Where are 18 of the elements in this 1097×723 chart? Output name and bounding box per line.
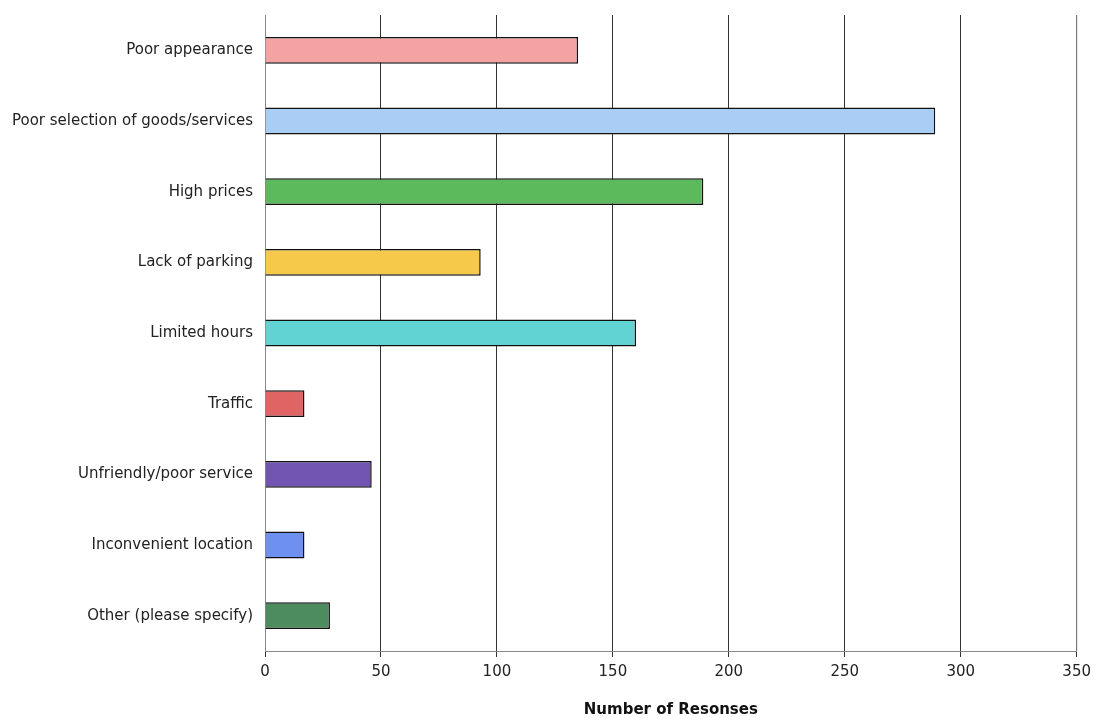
x-tick-label: 50 [371,661,391,680]
y-tick-label: Lack of parking [137,252,254,271]
x-tick-label: 250 [830,661,860,680]
x-tick-label: 100 [482,661,512,680]
y-tick-label: Poor selection of goods/services [11,110,254,129]
y-tick-label: Traffic [206,393,254,412]
x-tick-label: 0 [260,661,270,680]
y-tick-label: Other (please specify) [87,605,254,624]
y-tick-label: Poor appearance [126,40,254,59]
x-tick-label: 150 [598,661,628,680]
x-axis-title: Number of Resonses [583,699,758,718]
x-tick-label: 200 [714,661,744,680]
x-tick-label: 350 [1062,661,1092,680]
y-tick-label: Limited hours [150,322,254,341]
y-tick-label: High prices [168,181,254,200]
y-tick-label: Inconvenient location [91,534,254,553]
y-tick-label: Unfriendly/poor service [78,464,254,483]
x-tick-label: 300 [946,661,976,680]
